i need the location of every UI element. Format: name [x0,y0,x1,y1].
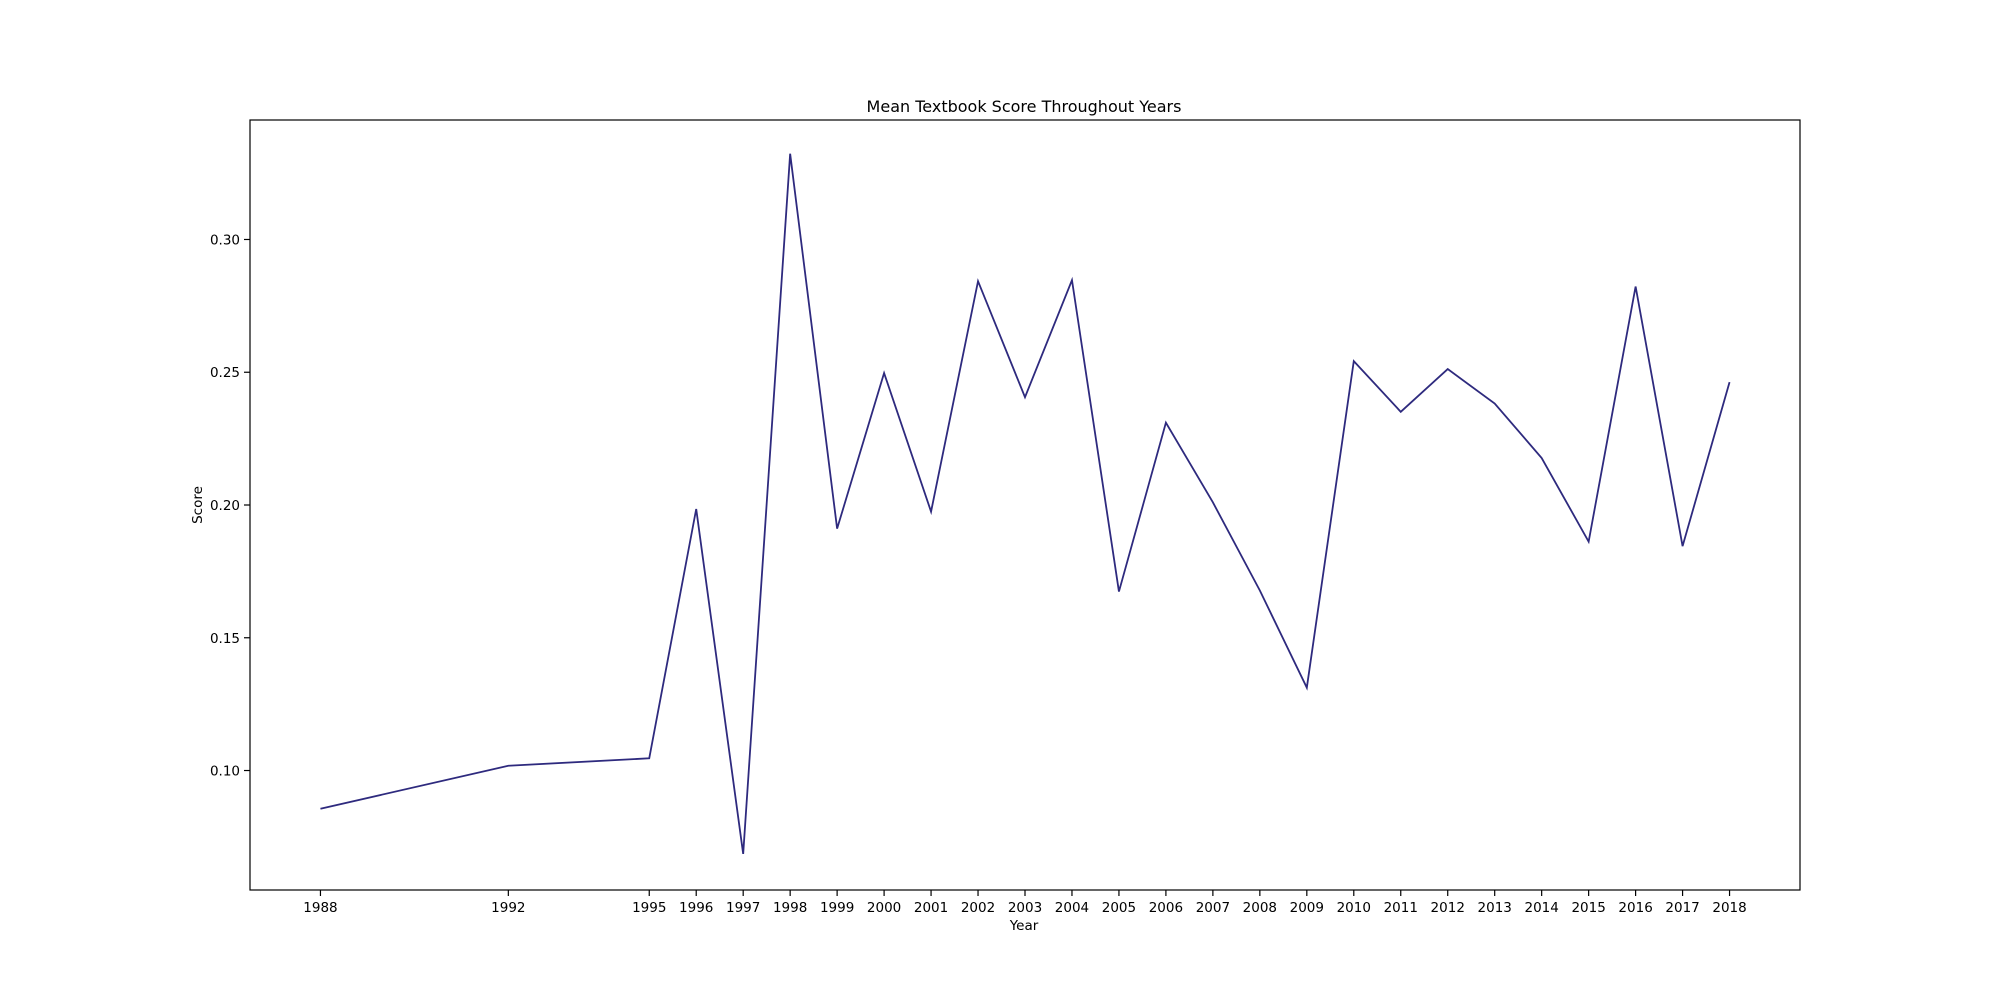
x-tick-label: 2013 [1478,900,1512,916]
x-tick-label: 2004 [1055,900,1089,916]
plot-area [320,153,1731,855]
x-tick-label: 1995 [632,900,666,916]
x-tick-label: 2002 [961,900,995,916]
y-tick-label: 0.15 [210,631,240,647]
chart-title: Mean Textbook Score Throughout Years [867,97,1182,116]
y-tick-label: 0.20 [210,498,240,514]
x-tick-label: 2009 [1290,900,1324,916]
x-tick-label: 1996 [679,900,713,916]
x-tick-label: 2007 [1196,900,1230,916]
y-axis-label: Score [190,486,206,524]
x-tick-label: 2001 [914,900,948,916]
x-tick-label: 2003 [1008,900,1042,916]
x-tick-label: 2018 [1712,900,1746,916]
x-tick-label: 2014 [1524,900,1558,916]
y-tick-label: 0.30 [210,232,240,248]
x-tick-label: 1998 [773,900,807,916]
y-tick-label: 0.25 [210,365,240,381]
x-tick-label: 1988 [303,900,337,916]
x-tick-label: 1997 [726,900,760,916]
x-tick-label: 2008 [1243,900,1277,916]
series-line-0 [320,153,1731,855]
x-tick-label: 2011 [1384,900,1418,916]
x-tick-label: 1999 [820,900,854,916]
x-tick-label: 2010 [1337,900,1371,916]
x-tick-label: 2017 [1665,900,1699,916]
x-tick-label: 2006 [1149,900,1183,916]
x-tick-label: 1992 [491,900,525,916]
x-tick-label: 2000 [867,900,901,916]
y-tick-label: 0.10 [210,764,240,780]
x-tick-label: 2012 [1431,900,1465,916]
x-tick-label: 2005 [1102,900,1136,916]
x-tick-label: 2016 [1618,900,1652,916]
x-axis-label: Year [1009,918,1039,934]
x-tick-label: 2015 [1571,900,1605,916]
